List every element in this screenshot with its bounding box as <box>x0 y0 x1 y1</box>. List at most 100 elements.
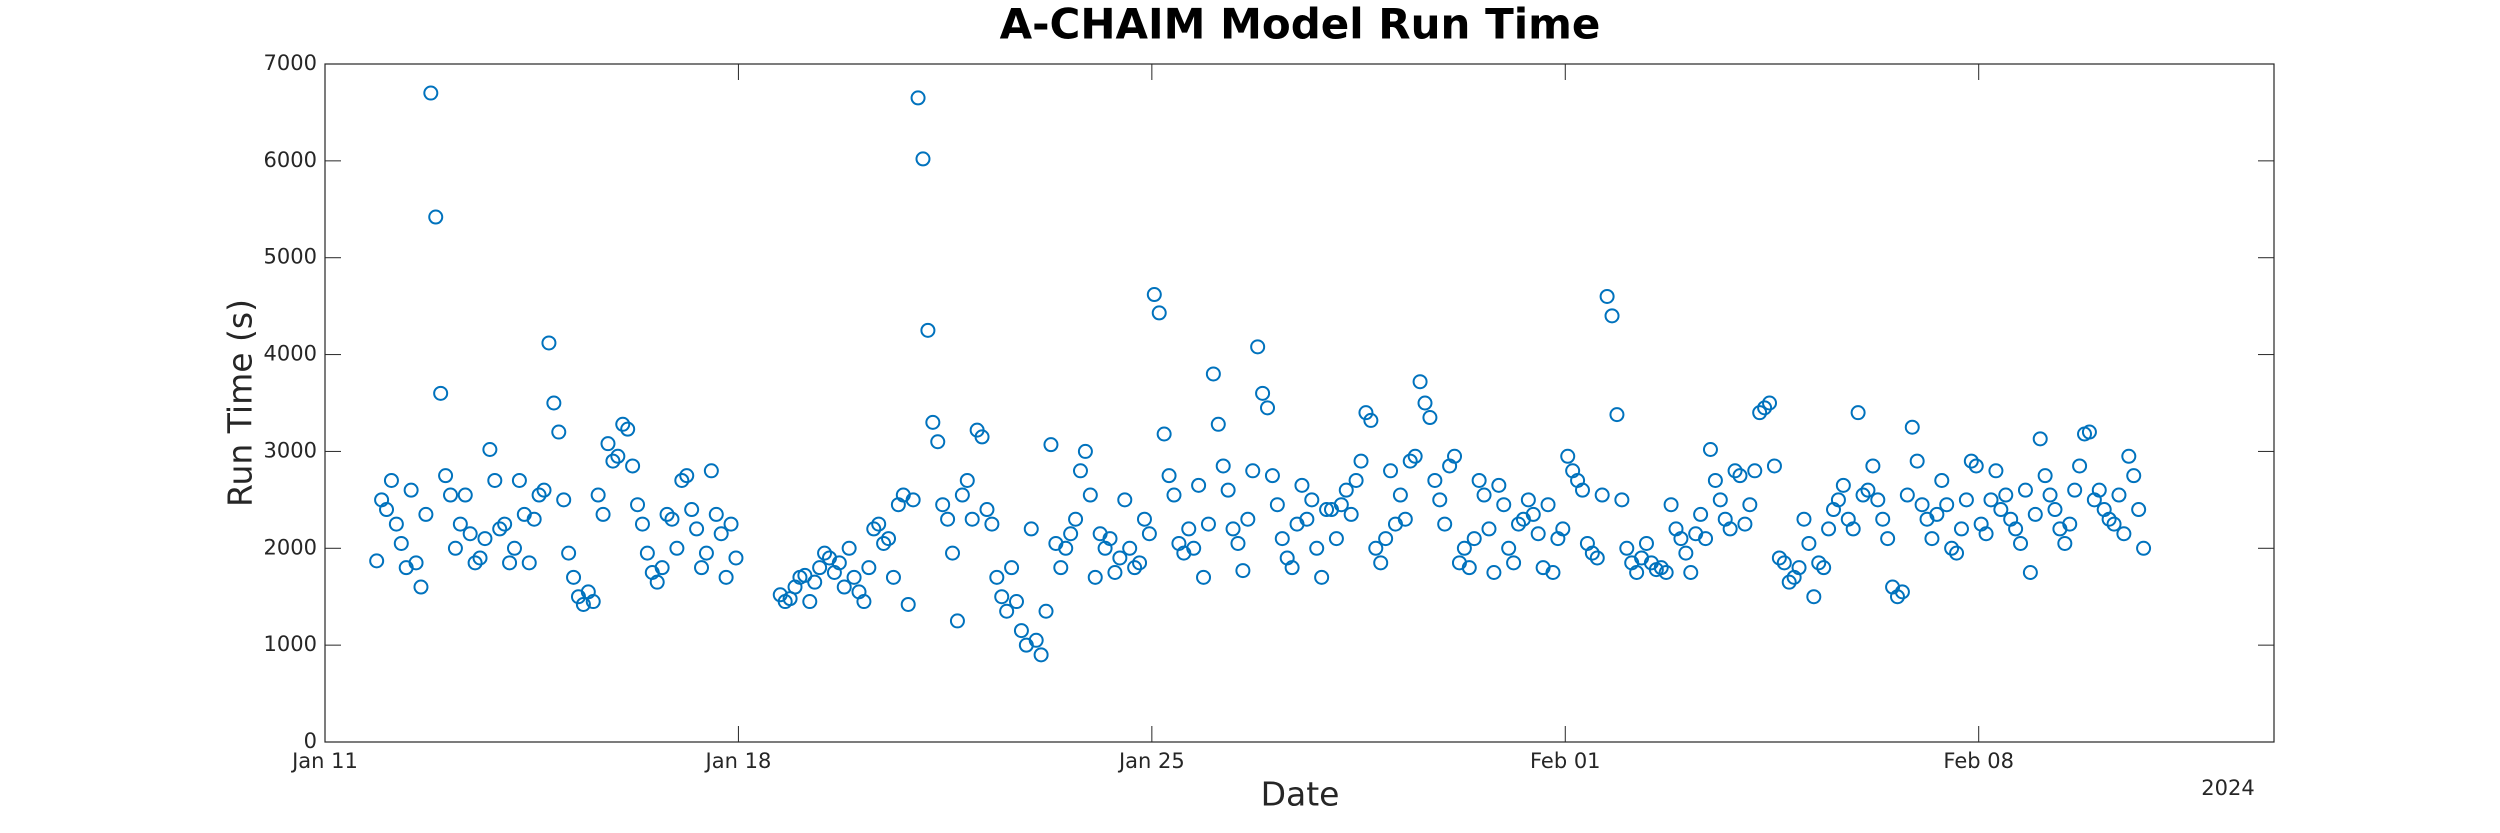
point <box>1747 463 1763 479</box>
point <box>1860 482 1876 498</box>
point <box>1068 511 1084 527</box>
point <box>2091 482 2107 498</box>
point <box>1781 574 1797 590</box>
point <box>1196 569 1212 585</box>
point <box>1501 540 1517 556</box>
point <box>1939 497 1955 513</box>
x-secondary-label: 2024 <box>2201 776 2254 800</box>
point <box>1491 477 1507 493</box>
point <box>900 596 916 612</box>
point <box>1998 487 2014 503</box>
point <box>2042 487 2058 503</box>
point <box>728 550 744 566</box>
point <box>2106 516 2122 532</box>
point <box>1707 472 1723 488</box>
point <box>566 569 582 585</box>
point <box>945 545 961 561</box>
point <box>2121 448 2137 464</box>
point <box>472 550 488 566</box>
point <box>2027 506 2043 522</box>
point <box>2116 526 2132 542</box>
point <box>1983 492 1999 508</box>
point <box>1161 468 1177 484</box>
point <box>1702 441 1718 457</box>
point <box>1353 453 1369 469</box>
point <box>679 468 695 484</box>
point <box>2101 511 2117 527</box>
point <box>1471 472 1487 488</box>
point <box>1801 535 1817 551</box>
point <box>1481 521 1497 537</box>
point <box>1693 506 1709 522</box>
point <box>708 506 724 522</box>
point <box>2136 540 2152 556</box>
point <box>1821 521 1837 537</box>
point <box>1132 555 1148 571</box>
point <box>649 574 665 590</box>
point <box>1899 487 1915 503</box>
point <box>831 555 847 571</box>
point <box>689 521 705 537</box>
point <box>812 560 828 576</box>
point <box>561 545 577 561</box>
point <box>1835 477 1851 493</box>
point <box>1141 526 1157 542</box>
point <box>1904 419 1920 435</box>
point <box>457 487 473 503</box>
point <box>1407 448 1423 464</box>
point <box>664 511 680 527</box>
point <box>1678 545 1694 561</box>
point <box>718 569 734 585</box>
point <box>1993 502 2009 518</box>
point <box>1378 531 1394 547</box>
point <box>1402 453 1418 469</box>
point <box>630 497 646 513</box>
point <box>1924 531 1940 547</box>
point <box>1683 565 1699 580</box>
point <box>1870 492 1886 508</box>
point <box>1525 506 1541 522</box>
point <box>979 502 995 518</box>
point <box>408 555 424 571</box>
point <box>502 555 518 571</box>
point <box>546 395 562 411</box>
point <box>1368 540 1384 556</box>
point <box>1968 458 1984 474</box>
point <box>2047 502 2063 518</box>
point <box>723 516 739 532</box>
point <box>807 574 823 590</box>
point <box>1944 540 1960 556</box>
point <box>1269 497 1285 513</box>
point <box>1496 497 1512 513</box>
point <box>1811 555 1827 571</box>
point <box>797 567 813 583</box>
point <box>1511 516 1527 532</box>
point <box>413 579 429 595</box>
point <box>817 545 833 561</box>
y-tick-label: 6000 <box>264 148 317 172</box>
point <box>935 497 951 513</box>
point <box>994 589 1010 605</box>
point <box>551 424 567 440</box>
point <box>433 385 449 401</box>
point <box>1584 545 1600 561</box>
point <box>388 516 404 532</box>
point <box>1363 412 1379 428</box>
point <box>861 560 877 576</box>
point <box>1880 531 1896 547</box>
point <box>1299 511 1315 527</box>
point <box>881 531 897 547</box>
point <box>600 436 616 452</box>
point <box>393 535 409 551</box>
point <box>1727 463 1743 479</box>
point <box>506 540 522 556</box>
point <box>383 472 399 488</box>
y-tick-label: 3000 <box>264 438 317 462</box>
point <box>1077 443 1093 459</box>
point <box>856 594 872 610</box>
point <box>1958 492 1974 508</box>
point <box>438 468 454 484</box>
point <box>1806 589 1822 605</box>
point <box>1235 563 1251 579</box>
